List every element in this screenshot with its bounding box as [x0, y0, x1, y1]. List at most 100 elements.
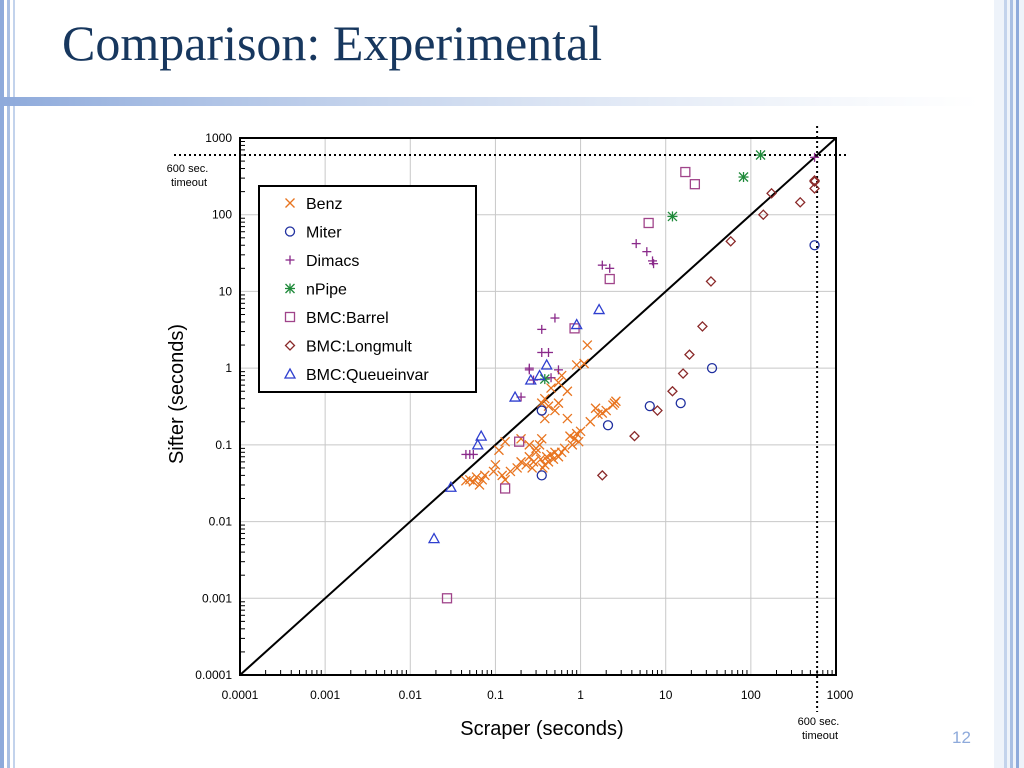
data-point-miter [602, 420, 614, 431]
data-point-dimacs [642, 247, 652, 257]
right-stripe [1016, 0, 1019, 768]
right-stripe [1004, 0, 1007, 768]
y-tick-label: 0.001 [202, 591, 232, 605]
series-bmc-queueinvar [427, 303, 606, 544]
data-point-bmc-queueinvar [524, 373, 537, 385]
data-point-benz [564, 431, 575, 442]
data-point-bmc-queueinvar [570, 318, 583, 330]
data-point-bmc-queueinvar [471, 438, 484, 450]
data-point-benz [553, 377, 564, 388]
series-npipe [539, 150, 766, 385]
data-point-dimacs [550, 313, 560, 323]
data-point-benz [571, 428, 582, 439]
data-point-miter [809, 240, 820, 251]
data-point-benz [539, 459, 550, 470]
legend-item-dimacs: Dimacs [285, 253, 359, 270]
legend-label-benz: Benz [306, 196, 342, 213]
data-point-benz [512, 462, 523, 473]
data-point-benz [590, 403, 601, 414]
timeout-lines [174, 126, 848, 712]
y-axis-label: Sifter (seconds) [166, 324, 188, 464]
slide-page-number: 12 [952, 728, 971, 747]
data-point-bmc-queueinvar [508, 390, 522, 402]
data-point-bmc-longmult [794, 196, 806, 208]
data-point-bmc-queueinvar [475, 429, 488, 441]
data-point-bmc-barrel [689, 179, 701, 190]
right-stripe [1010, 0, 1013, 768]
data-point-benz [546, 383, 557, 394]
x-tick-label: 100 [741, 688, 761, 702]
x-tick-label: 0.0001 [222, 688, 259, 702]
legend-label-bmc-queueinvar: BMC:Queueinvar [306, 367, 429, 384]
data-point-benz [553, 398, 564, 409]
data-point-benz [548, 454, 559, 465]
x-tick-label: 10 [659, 688, 673, 702]
legend-marker-bmc-barrel [284, 311, 296, 323]
legend-marker-bmc-longmult [284, 340, 296, 351]
data-point-benz [553, 451, 564, 462]
legend-marker-bmc-queueinvar [283, 367, 297, 379]
data-point-dimacs [546, 373, 556, 383]
x-timeout-label: 600 sec. timeout [798, 716, 843, 742]
data-point-bmc-longmult [809, 174, 820, 186]
data-point-dimacs [553, 365, 563, 375]
left-stripe [13, 0, 15, 768]
data-point-bmc-longmult [757, 209, 769, 221]
data-point-benz [474, 480, 485, 490]
legend-item-bmc-queueinvar: BMC:Queueinvar [283, 367, 429, 384]
data-point-miter [706, 362, 718, 374]
data-point-benz [562, 413, 573, 424]
y-tick-label: 1 [225, 361, 232, 375]
slide-title: Comparison: Experimental [62, 15, 603, 71]
data-point-dimacs [605, 263, 615, 273]
data-point-benz [477, 474, 488, 485]
data-point-benz [582, 340, 593, 351]
data-point-bmc-queueinvar [444, 480, 458, 492]
legend-item-benz: Benz [285, 196, 342, 213]
series-dimacs [461, 152, 820, 459]
data-point-benz [549, 405, 560, 416]
series-bmc-longmult [596, 174, 820, 481]
y-tick-label: 0.0001 [195, 668, 232, 682]
data-point-bmc-longmult [809, 176, 820, 188]
y-tick-label: 0.01 [209, 515, 233, 529]
y-tick-label: 1000 [205, 131, 232, 145]
legend-label-dimacs: Dimacs [306, 253, 359, 270]
data-point-bmc-longmult [809, 183, 820, 194]
data-point-bmc-queueinvar [540, 358, 553, 370]
data-point-bmc-barrel [499, 483, 511, 494]
data-point-bmc-barrel [643, 217, 654, 229]
data-point-benz [505, 466, 516, 477]
data-point-bmc-barrel [680, 166, 691, 178]
data-point-bmc-longmult [705, 276, 717, 287]
data-point-dimacs [524, 365, 534, 375]
data-point-benz [567, 439, 578, 450]
data-point-benz [569, 433, 580, 444]
y-tick-label: 0.1 [215, 438, 232, 452]
data-point-bmc-longmult [652, 405, 663, 416]
data-point-npipe [755, 150, 766, 161]
legend-marker-npipe [285, 283, 295, 294]
data-point-miter [675, 397, 686, 409]
data-point-npipe [667, 211, 678, 222]
y-tick-label: 10 [219, 284, 233, 298]
series-bmc-barrel [441, 166, 701, 604]
data-point-benz [500, 474, 511, 485]
data-point-benz [535, 454, 546, 465]
data-point-bmc-queueinvar [592, 303, 606, 315]
data-point-npipe [738, 172, 749, 183]
data-point-benz [579, 358, 590, 369]
y-timeout-label-line2: timeout [171, 177, 207, 189]
data-point-benz [536, 398, 547, 409]
data-point-benz [497, 470, 508, 481]
data-point-dimacs [649, 259, 659, 269]
data-point-bmc-queueinvar [533, 369, 546, 381]
data-point-bmc-longmult [684, 349, 695, 361]
data-point-benz [471, 472, 482, 483]
data-point-benz [493, 445, 504, 456]
data-point-dimacs [631, 239, 641, 249]
data-point-benz [527, 462, 538, 473]
legend-box [258, 185, 477, 393]
x-tick-label: 0.01 [399, 688, 423, 702]
x-tick-label: 0.1 [487, 688, 504, 702]
